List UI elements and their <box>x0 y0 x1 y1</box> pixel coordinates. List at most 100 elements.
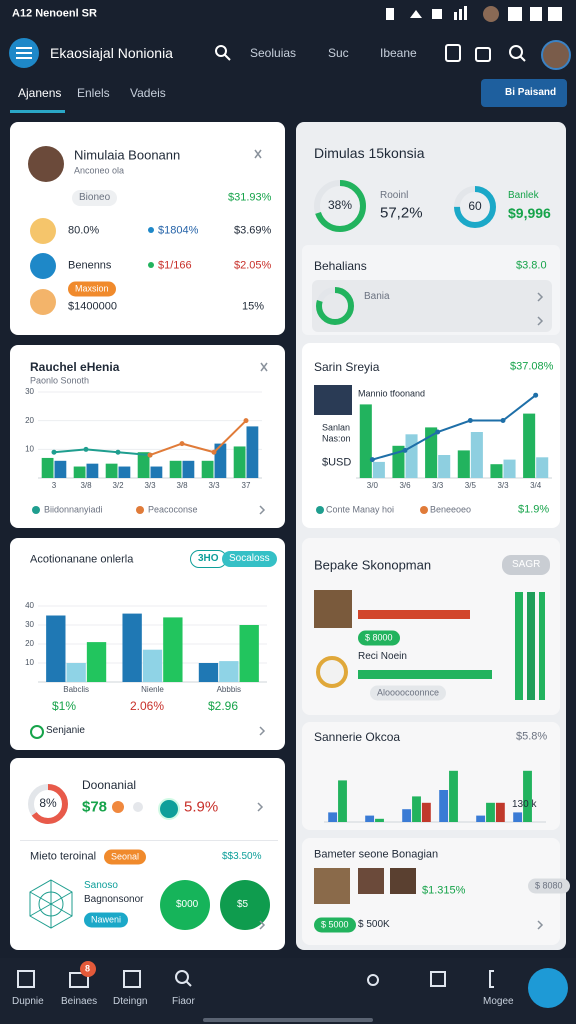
button-label[interactable]: Bi Paisand <box>505 87 557 98</box>
legend-dot <box>32 506 40 514</box>
tag-dot <box>148 227 154 233</box>
line-point <box>51 449 57 455</box>
tab[interactable]: Ajanens <box>18 86 62 100</box>
summary-title: Doonanial <box>82 778 137 792</box>
chevron[interactable] <box>535 919 545 931</box>
bar-chart: 10 20 30 40 Babclis Nienle Abbbis <box>25 601 267 694</box>
rect <box>459 9 462 20</box>
caption: Mannio tfoonand <box>358 388 426 399</box>
bar <box>338 780 347 822</box>
bar <box>402 809 412 822</box>
bar <box>150 466 163 478</box>
line-point <box>533 392 539 398</box>
nav-link[interactable]: Seoluias <box>250 46 297 60</box>
search-icon[interactable] <box>214 44 232 62</box>
tag: Naweni <box>84 912 129 928</box>
user-avatar[interactable] <box>541 40 571 70</box>
row-label: 80.0% <box>68 224 100 237</box>
x-tick-label: 3/8 <box>80 481 92 490</box>
line-point <box>369 457 375 463</box>
bar <box>41 457 54 478</box>
legend-label: Biidonnanyiadi <box>44 504 103 515</box>
line <box>53 448 151 457</box>
bar <box>490 464 503 478</box>
team-value: $1.315% <box>422 884 466 897</box>
button[interactable]: SAGR <box>502 555 551 575</box>
rect <box>489 970 494 988</box>
chevron[interactable] <box>257 504 267 516</box>
pill[interactable]: Socaloss <box>222 551 277 567</box>
summary-change: 5.9% <box>184 798 219 816</box>
line <box>29 891 73 917</box>
nav-item[interactable]: Mogee <box>483 996 514 1007</box>
balance-ring <box>316 287 354 325</box>
bar <box>425 427 438 478</box>
bar-label: Reci Noein <box>358 651 407 662</box>
close-icon[interactable] <box>259 361 269 373</box>
bottom-icons <box>17 970 494 988</box>
tab[interactable]: Vadeis <box>130 86 166 100</box>
line <box>372 394 537 461</box>
line-text: Sanoso <box>84 880 118 891</box>
section-value: $$3.50% <box>222 851 262 862</box>
bar <box>86 463 99 478</box>
card-value: $3.8.0 <box>516 259 547 272</box>
chevron[interactable] <box>535 291 545 303</box>
chevron[interactable] <box>535 315 545 327</box>
mini-chart <box>324 770 546 823</box>
divider <box>20 840 278 841</box>
card-title: Sannerie Okcoa <box>314 730 401 744</box>
g <box>29 879 73 929</box>
row-icon <box>30 253 56 279</box>
ring-label: 38% <box>328 198 352 212</box>
pill: $ 8000 <box>358 630 400 646</box>
line <box>185 980 192 987</box>
bar <box>142 649 163 682</box>
line <box>519 55 526 62</box>
chevron[interactable] <box>257 725 267 737</box>
action-button[interactable] <box>481 79 567 107</box>
ring-label: 60 <box>468 199 482 213</box>
line-point <box>500 418 506 423</box>
tab[interactable]: Enlels <box>77 86 110 100</box>
icon-path <box>259 505 266 515</box>
total-value: 2.06% <box>130 699 165 713</box>
nav-item[interactable]: Dupnie <box>12 996 44 1007</box>
note: 130 k <box>512 799 537 810</box>
close-icon[interactable] <box>253 148 263 160</box>
bar <box>375 818 384 822</box>
chevron[interactable] <box>257 919 267 931</box>
icon-path <box>537 920 544 930</box>
bar <box>359 404 372 478</box>
nav-item[interactable]: Beinaes <box>61 996 98 1007</box>
card-title: Behalians <box>314 259 367 273</box>
metric-label: Rooinl <box>380 190 409 201</box>
home-indicator <box>203 1018 373 1022</box>
nav-item[interactable]: Dteingn <box>113 996 148 1007</box>
badge <box>80 961 96 977</box>
item-label: Bania <box>364 291 390 302</box>
card-title: Bepake Skonopman <box>314 557 432 573</box>
icon-path <box>537 292 544 302</box>
line-point <box>179 441 185 447</box>
rect <box>445 44 461 62</box>
chevron[interactable] <box>255 801 265 813</box>
ring-label: 8% <box>39 796 57 810</box>
nav-link[interactable]: Ibeane <box>380 46 417 60</box>
circle <box>483 6 499 22</box>
fab-button[interactable] <box>528 968 568 1008</box>
bar <box>201 460 214 478</box>
nav-item[interactable]: Fiaor <box>172 996 195 1007</box>
bar <box>163 617 183 682</box>
x-tick-label: Abbbis <box>217 685 241 694</box>
line <box>224 54 231 61</box>
bar <box>118 466 131 478</box>
x-tick-label: 3/3 <box>432 481 444 490</box>
bar <box>198 663 219 682</box>
level-bar <box>527 592 535 700</box>
nav-link[interactable]: Suc <box>328 46 349 60</box>
icon-path <box>254 149 262 159</box>
rect <box>464 6 467 20</box>
x-tick-label: 3/4 <box>530 481 542 490</box>
